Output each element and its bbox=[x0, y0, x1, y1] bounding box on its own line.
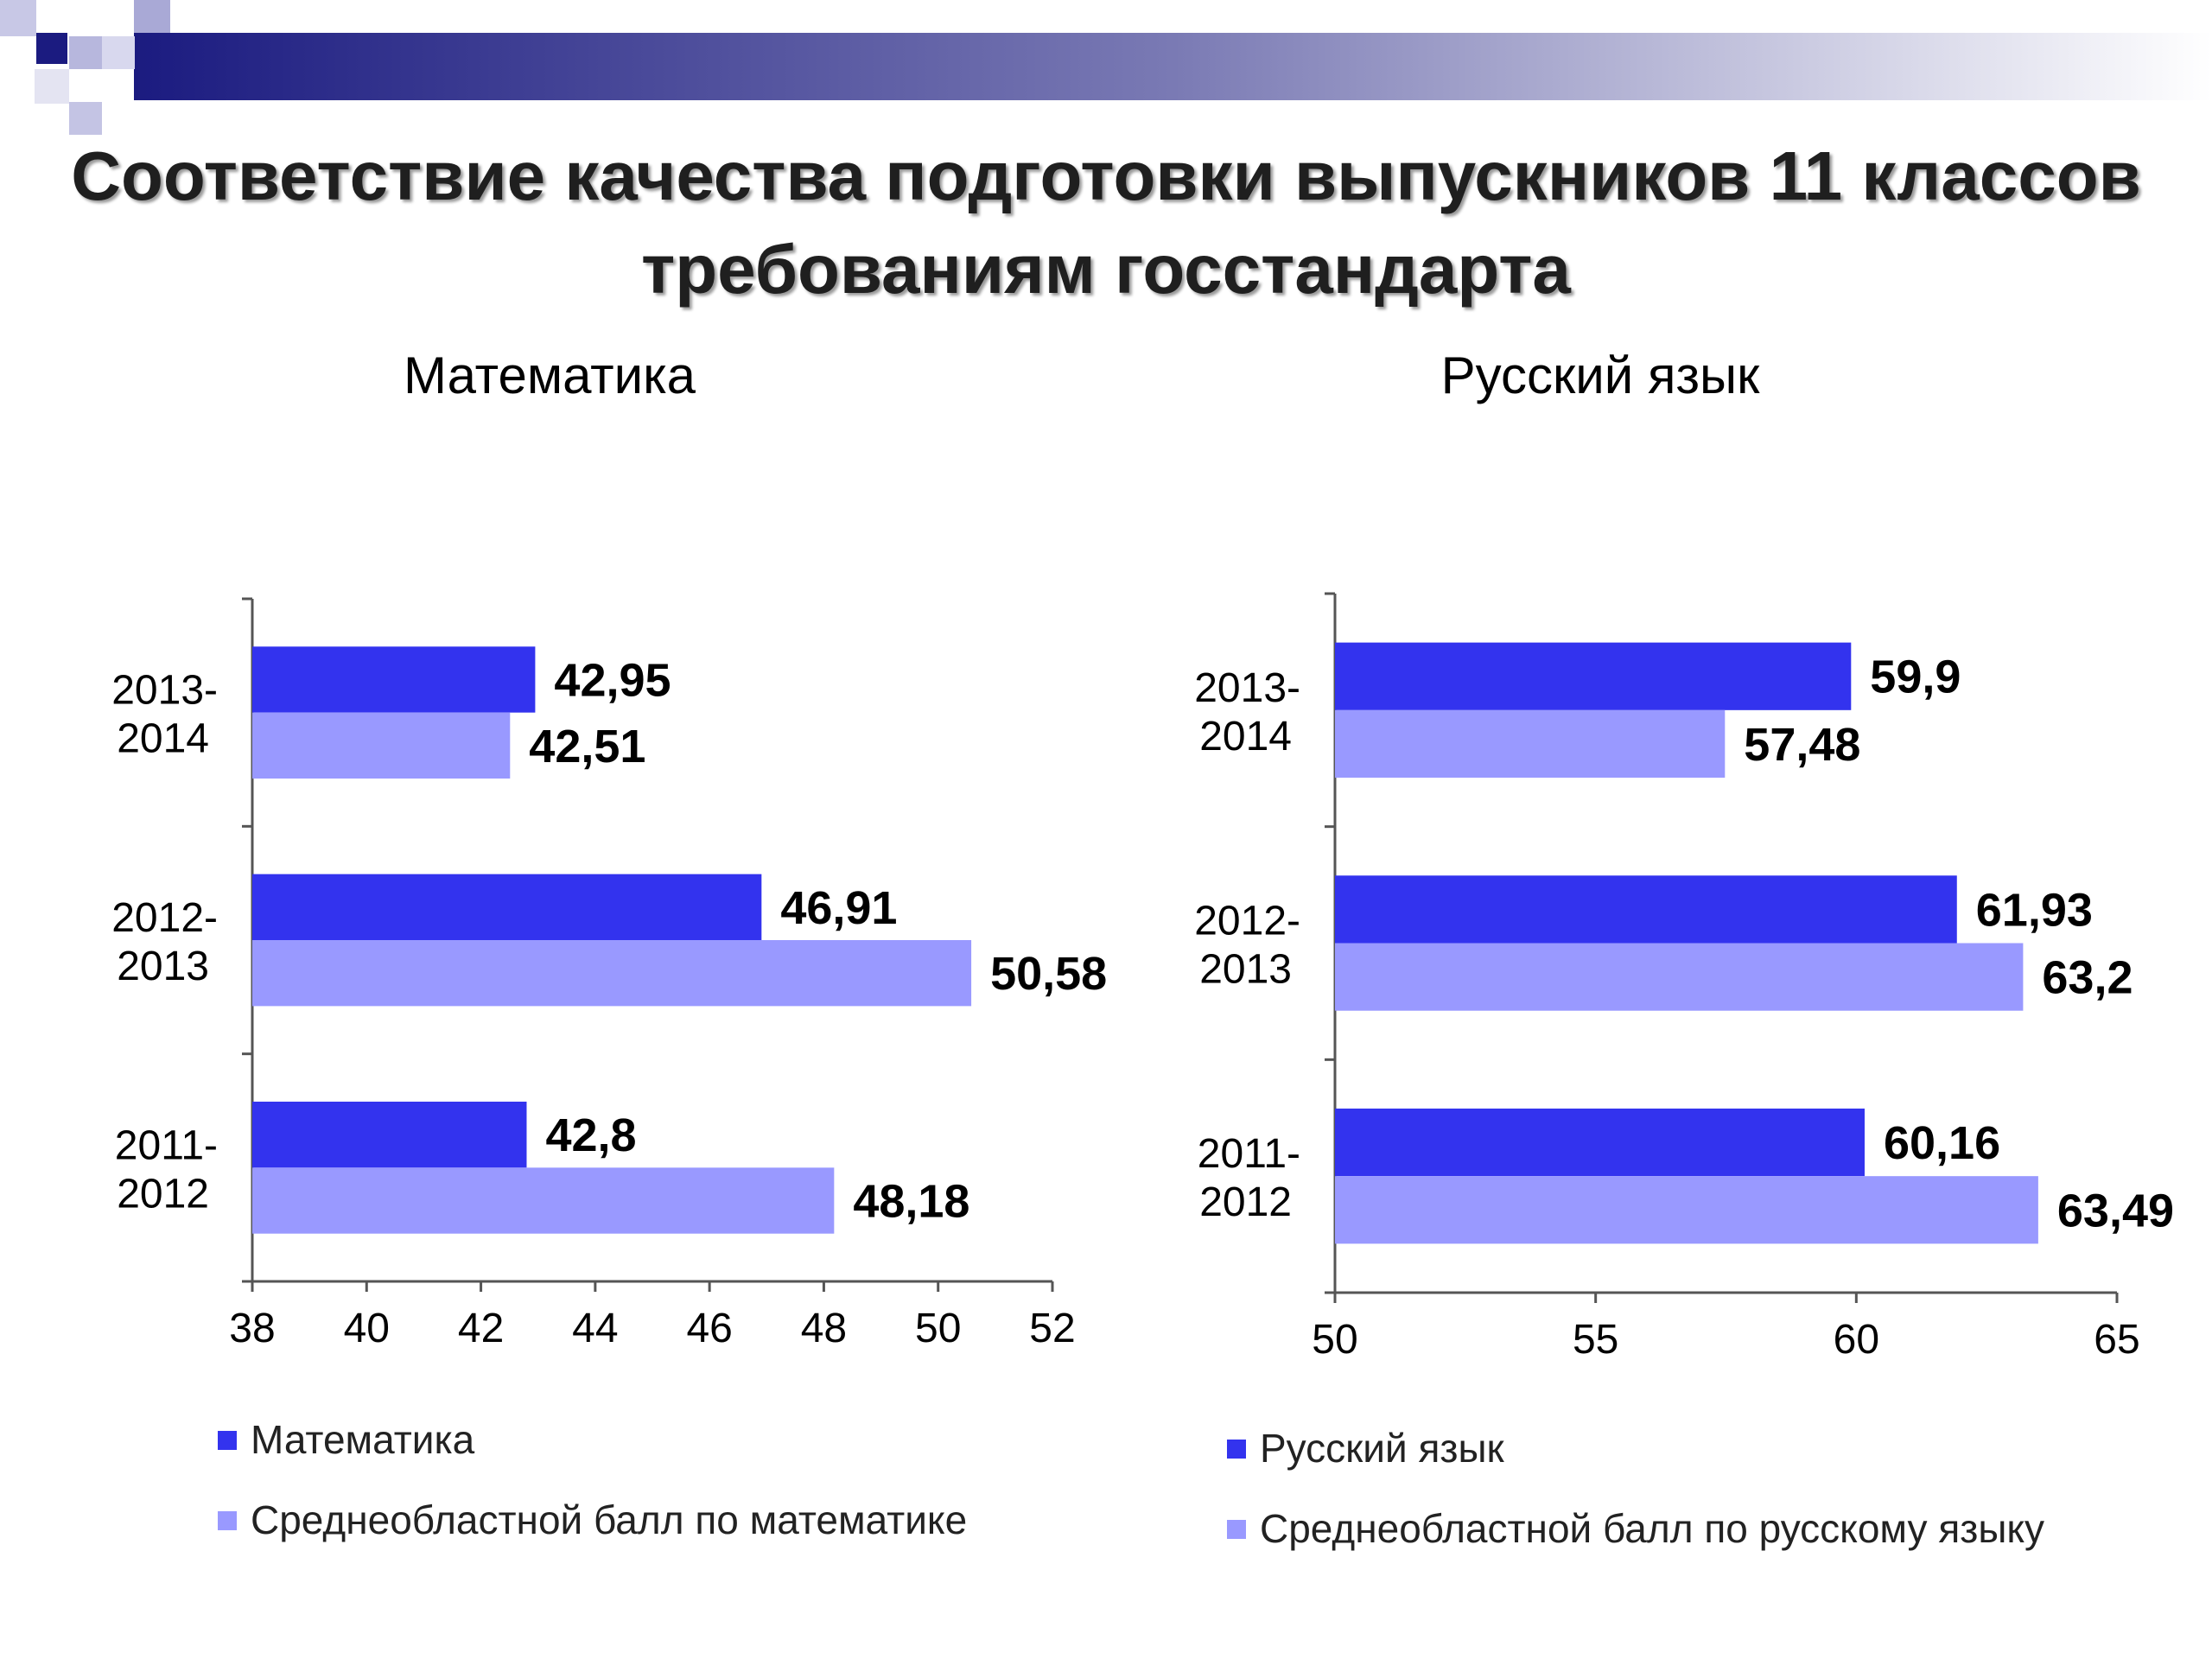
header-decoration bbox=[0, 0, 2212, 135]
chart-title-russian: Русский язык bbox=[1440, 346, 1760, 404]
bar bbox=[1335, 642, 1852, 710]
x-tick-label: 42 bbox=[458, 1306, 504, 1351]
category-label: 2012-2013 bbox=[1194, 899, 1300, 993]
bar bbox=[252, 1101, 527, 1168]
x-tick-label: 38 bbox=[229, 1306, 275, 1351]
x-tick-label: 50 bbox=[915, 1306, 961, 1351]
data-label: 59,9 bbox=[1870, 652, 1961, 703]
x-tick-label: 48 bbox=[801, 1306, 847, 1351]
page-title: Соответствие качества подготовки выпускн… bbox=[71, 137, 2141, 308]
category-label: 2013-2014 bbox=[1194, 665, 1300, 760]
bar bbox=[1335, 943, 2024, 1011]
bar bbox=[1335, 709, 1726, 779]
bar bbox=[252, 646, 536, 713]
data-label: 63,49 bbox=[2057, 1185, 2174, 1236]
x-tick-label: 55 bbox=[1573, 1317, 1618, 1363]
data-label: 63,2 bbox=[2042, 952, 2133, 1004]
data-label: 42,8 bbox=[545, 1109, 636, 1161]
legend-swatch bbox=[1227, 1520, 1246, 1539]
legend-swatch bbox=[1227, 1440, 1246, 1459]
legend-label: Математика bbox=[251, 1417, 475, 1462]
category-label: 2013-2014 bbox=[111, 668, 218, 762]
x-tick-label: 65 bbox=[2094, 1317, 2139, 1363]
data-label: 46,91 bbox=[780, 882, 897, 934]
bar bbox=[1335, 1108, 1865, 1177]
x-tick-label: 60 bbox=[1834, 1317, 1879, 1363]
bar bbox=[1335, 1176, 2038, 1244]
data-label: 50,58 bbox=[990, 948, 1107, 1000]
x-tick-label: 44 bbox=[572, 1306, 618, 1351]
x-tick-label: 40 bbox=[344, 1306, 390, 1351]
legend-swatch bbox=[218, 1511, 237, 1530]
x-tick-label: 46 bbox=[686, 1306, 732, 1351]
category-label: 2011-2012 bbox=[115, 1122, 218, 1217]
bar bbox=[252, 874, 762, 940]
x-tick-label: 50 bbox=[1312, 1317, 1357, 1363]
data-label: 61,93 bbox=[1976, 884, 2093, 936]
data-label: 42,95 bbox=[554, 654, 671, 706]
data-label: 48,18 bbox=[853, 1176, 969, 1228]
chart-title-math: Математика bbox=[403, 346, 696, 404]
data-label: 60,16 bbox=[1884, 1117, 2000, 1169]
legend-label: Русский язык bbox=[1260, 1426, 1505, 1471]
legend-label: Среднеобластной балл по математике bbox=[251, 1497, 967, 1542]
bar bbox=[252, 1167, 835, 1234]
bar bbox=[252, 712, 511, 779]
category-label: 2011-2012 bbox=[1198, 1131, 1300, 1225]
x-tick-label: 52 bbox=[1029, 1306, 1075, 1351]
legend-swatch bbox=[218, 1431, 237, 1450]
category-label: 2012-2013 bbox=[111, 895, 218, 989]
bar bbox=[252, 940, 972, 1007]
data-label: 57,48 bbox=[1744, 719, 1860, 771]
data-label: 42,51 bbox=[529, 721, 645, 772]
legend-label: Среднеобластной балл по русскому языку bbox=[1260, 1506, 2044, 1551]
bar bbox=[1335, 875, 1957, 944]
